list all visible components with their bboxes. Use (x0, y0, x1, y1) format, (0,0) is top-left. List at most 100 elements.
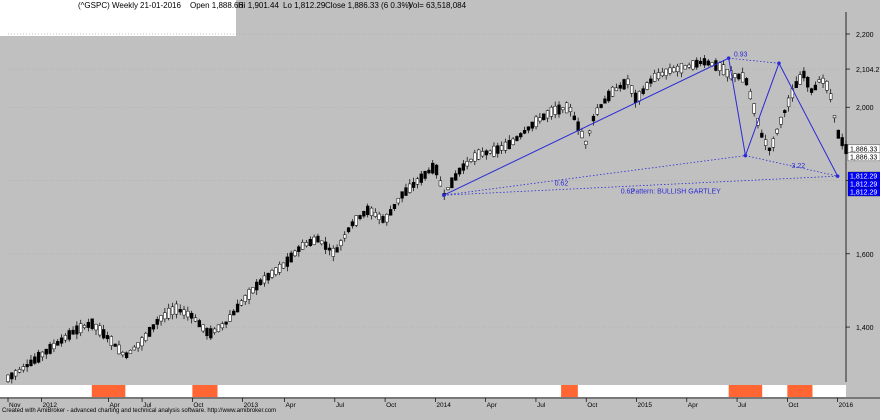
candle-down (450, 177, 454, 189)
y-tick-label: 2,000 (856, 105, 874, 112)
candle-down (124, 352, 129, 359)
candle-up (817, 79, 821, 83)
candle-up (331, 248, 335, 257)
footer-credit: Created with AmiBroker - advanced charti… (2, 408, 276, 414)
candle-up (561, 107, 565, 111)
price-badge-box (847, 152, 880, 162)
candle-up (281, 262, 286, 269)
candle-down (147, 326, 152, 337)
candle-down (366, 205, 370, 216)
candle-up (220, 323, 224, 329)
candle-up (614, 87, 619, 91)
candle-down (434, 164, 439, 176)
candle-down (461, 163, 466, 171)
candle-up (63, 335, 68, 341)
candle-down (794, 81, 798, 88)
x-tick-label: 2014 (436, 402, 451, 409)
candle-up (377, 213, 381, 221)
candle-up (274, 267, 278, 275)
candle-down (404, 187, 408, 196)
candle-up (186, 310, 190, 318)
candle-down (572, 115, 576, 121)
candle-up (664, 68, 668, 76)
candle-down (496, 145, 500, 154)
candle-up (656, 72, 661, 80)
candle-up (170, 306, 175, 315)
x-tick-label: Jul (738, 402, 747, 409)
candle-down (706, 60, 710, 66)
signal-strip (0, 385, 846, 397)
candle-up (174, 303, 179, 315)
candle-up (565, 102, 569, 114)
candle-up (584, 140, 588, 145)
x-tick-label: Jul (336, 402, 345, 409)
candle-up (79, 323, 83, 334)
candle-down (113, 343, 117, 347)
candle-down (633, 92, 638, 103)
candle-up (339, 240, 343, 246)
candle-up (775, 128, 779, 134)
candle-up (825, 81, 829, 91)
candle-up (568, 107, 573, 112)
candle-down (327, 247, 332, 251)
pattern-name-label: Pattern: BULLISH GARTLEY (631, 189, 721, 196)
candle-down (289, 252, 293, 263)
candle-up (354, 215, 358, 226)
candle-down (641, 88, 645, 94)
candle-down (622, 79, 626, 90)
candle-down (56, 341, 60, 346)
candle-down (603, 98, 607, 104)
price-badge-text: 1,812.29 (850, 190, 877, 197)
candle-up (626, 78, 630, 85)
candle-up (545, 110, 550, 119)
candle-up (94, 323, 98, 331)
candle-down (346, 227, 351, 233)
candle-up (385, 214, 389, 223)
gartley-ratio-line (728, 57, 780, 64)
candle-down (484, 150, 488, 156)
candle-down (522, 130, 527, 134)
candle-down (224, 321, 228, 325)
candle-up (239, 300, 244, 306)
candle-up (396, 197, 400, 204)
candle-down (105, 335, 110, 340)
header-symbol: (^GSPC) Weekly (78, 1, 138, 10)
candle-down (266, 272, 270, 281)
signal-block (91, 385, 126, 397)
candle-down (255, 281, 259, 291)
candle-up (163, 312, 167, 320)
candle-up (343, 234, 347, 239)
candle-up (660, 71, 664, 77)
candle-up (645, 82, 649, 90)
candle-up (553, 105, 557, 115)
candle-up (40, 351, 45, 358)
candle-down (802, 70, 806, 79)
candle-up (373, 212, 377, 217)
x-tick-label: 2015 (638, 402, 653, 409)
candle-up (549, 106, 554, 117)
candle-up (109, 336, 113, 346)
candles-layer (6, 54, 848, 384)
candle-down (285, 256, 289, 267)
x-tick-label: Jul (143, 402, 152, 409)
candle-up (763, 139, 768, 146)
candle-down (44, 348, 48, 355)
candle-down (10, 372, 14, 380)
candle-down (48, 343, 52, 354)
candle-up (725, 69, 730, 78)
candle-down (737, 73, 741, 80)
candle-up (262, 275, 267, 284)
candle-down (102, 329, 106, 339)
candle-down (75, 325, 79, 335)
candle-up (270, 270, 274, 278)
candle-up (786, 97, 791, 108)
candle-up (132, 346, 136, 351)
candle-down (232, 310, 236, 316)
candle-up (228, 314, 232, 322)
candle-down (90, 318, 94, 329)
candle-down (526, 126, 531, 131)
pattern-point (777, 61, 781, 66)
candle-up (488, 150, 492, 154)
